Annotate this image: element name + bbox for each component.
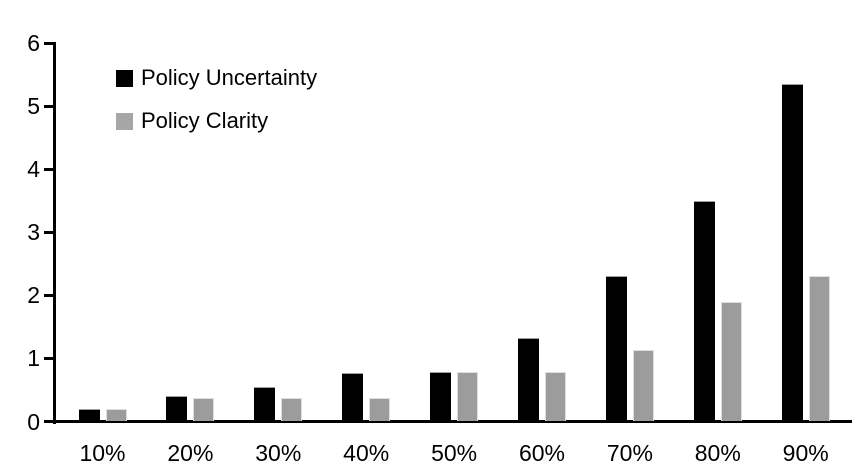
bar-policy-clarity-60% <box>545 372 566 422</box>
bar-policy-uncertainty-10% <box>78 408 100 422</box>
bar-policy-clarity-30% <box>281 397 303 422</box>
bar-policy-clarity-70% <box>632 350 654 422</box>
x-tick-label: 80% <box>694 440 741 466</box>
bar-policy-uncertainty-20% <box>166 396 188 422</box>
legend-label-policy-clarity: Policy Clarity <box>141 108 269 133</box>
bar-policy-uncertainty-70% <box>605 276 627 422</box>
legend: Policy Uncertainty Policy Clarity <box>116 65 317 151</box>
y-axis-line <box>53 42 56 424</box>
y-tick-mark <box>44 230 54 234</box>
y-tick-mark <box>44 104 54 108</box>
bar-policy-clarity-20% <box>193 397 215 422</box>
bar-policy-clarity-50% <box>457 372 479 422</box>
y-tick-mark <box>44 293 54 297</box>
y-tick-label: 1 <box>27 345 40 372</box>
bar-policy-uncertainty-80% <box>693 200 715 422</box>
bar-policy-uncertainty-60% <box>518 337 539 422</box>
x-tick-label: 60% <box>518 440 566 466</box>
legend-swatch-policy-clarity-icon <box>116 112 133 130</box>
y-tick-mark <box>44 420 54 423</box>
y-tick-mark <box>44 41 54 45</box>
y-tick-label: 2 <box>27 282 40 309</box>
y-tick-label: 6 <box>27 30 40 57</box>
bar-policy-clarity-90% <box>808 276 830 422</box>
x-tick-label: 30% <box>255 440 302 466</box>
x-tick-label: 40% <box>343 440 390 466</box>
legend-label-policy-uncertainty: Policy Uncertainty <box>141 65 318 90</box>
bar-policy-clarity-10% <box>105 408 127 422</box>
x-tick-label: 70% <box>606 440 653 466</box>
legend-item-policy-uncertainty: Policy Uncertainty <box>116 65 317 91</box>
y-tick-mark <box>44 356 54 360</box>
legend-item-policy-clarity: Policy Clarity <box>116 108 317 134</box>
bar-policy-uncertainty-30% <box>254 386 276 422</box>
x-tick-label: 50% <box>431 440 478 466</box>
x-axis-line <box>45 420 852 423</box>
x-tick-label: 90% <box>782 440 829 466</box>
bar-policy-uncertainty-40% <box>342 372 364 422</box>
legend-swatch-policy-uncertainty-icon <box>116 69 133 87</box>
y-tick-label: 0 <box>27 408 40 435</box>
x-tick-label: 20% <box>167 440 214 466</box>
bar-policy-clarity-40% <box>369 397 391 422</box>
x-tick-label: 10% <box>79 440 126 466</box>
bar-policy-clarity-80% <box>720 301 742 422</box>
y-tick-label: 3 <box>27 219 40 246</box>
bar-policy-uncertainty-90% <box>781 84 803 422</box>
y-tick-label: 4 <box>27 156 40 183</box>
y-tick-label: 5 <box>27 93 40 120</box>
bar-policy-uncertainty-50% <box>430 372 452 422</box>
y-tick-mark <box>44 167 54 171</box>
